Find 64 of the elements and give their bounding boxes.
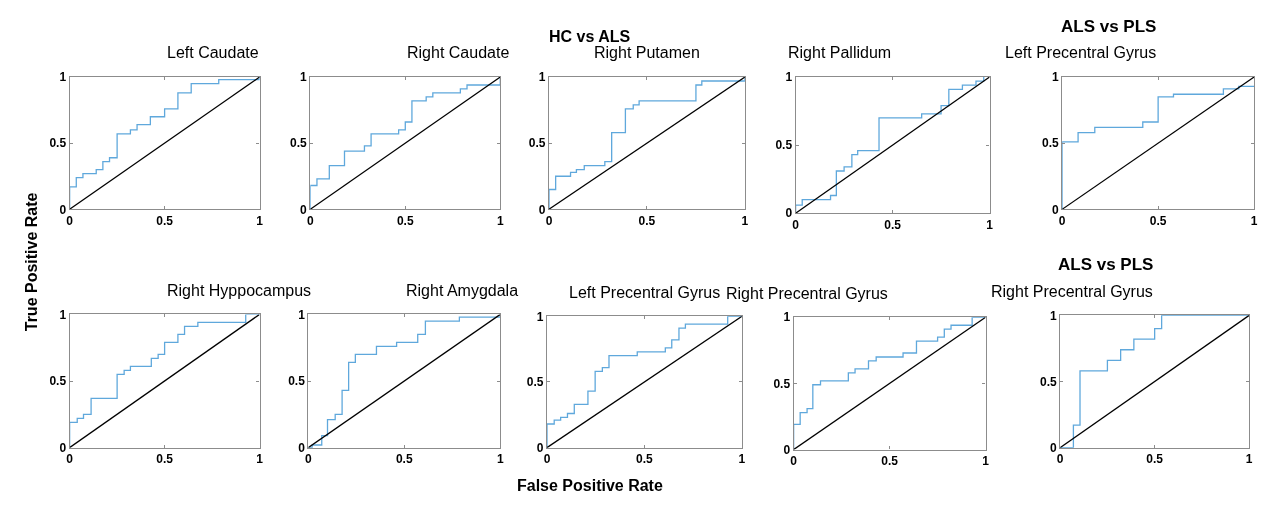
y-tick-label: 0.5 <box>49 374 67 389</box>
y-tick-label: 0 <box>59 202 67 217</box>
chart-title: Left Caudate <box>167 44 259 61</box>
x-tick-label: 1 <box>1250 213 1258 228</box>
chart-title: ALS vs PLS <box>1061 17 1157 36</box>
y-tick-label: 0.5 <box>290 136 308 151</box>
x-tick-label: 0.5 <box>156 213 174 228</box>
x-tick-label: 1 <box>256 213 264 228</box>
x-tick-label: 0.5 <box>881 454 899 469</box>
chart-title: Right Precentral Gyrus <box>726 285 888 302</box>
x-tick-label: 1 <box>738 452 746 467</box>
chart-title: Left Precentral Gyrus <box>569 284 721 301</box>
x-tick-label: 0.5 <box>884 217 902 232</box>
x-tick-label: 0.5 <box>638 213 656 228</box>
y-tick-label: 1 <box>536 309 544 324</box>
y-tick-label: 1 <box>1049 308 1057 323</box>
chart-title: Right Caudate <box>407 44 510 61</box>
x-tick-label: 1 <box>741 213 749 228</box>
text: HC vs ALS <box>549 28 631 45</box>
y-tick-label: 1 <box>1051 70 1059 85</box>
x-tick-label: 1 <box>496 213 504 228</box>
y-tick-label: 1 <box>538 70 546 85</box>
x-tick-label: 0.5 <box>395 452 413 467</box>
chart-title: ALS vs PLS <box>1058 255 1154 274</box>
y-tick-label: 0.5 <box>773 376 791 391</box>
y-tick-label: 1 <box>59 70 67 85</box>
y-tick-label: 1 <box>300 70 308 85</box>
y-tick-label: 0 <box>536 440 544 455</box>
y-tick-label: 1 <box>59 307 67 322</box>
y-tick-label: 1 <box>298 307 306 322</box>
y-tick-label: 0 <box>783 442 791 457</box>
chart-title: Right Pallidum <box>788 44 892 61</box>
x-tick-label: 1 <box>982 454 990 469</box>
y-tick-label: 0 <box>538 202 546 217</box>
y-tick-label: 0 <box>1051 202 1059 217</box>
y-tick-label: 0.5 <box>49 136 67 151</box>
y-tick-label: 0 <box>300 202 308 217</box>
x-tick-label: 1 <box>496 452 504 467</box>
y-tick-label: 0.5 <box>526 375 544 390</box>
y-tick-label: 0.5 <box>1039 374 1057 389</box>
y-tick-label: 0.5 <box>528 136 546 151</box>
y-tick-label: 0 <box>59 440 67 455</box>
chart-title: Right Hyppocampus <box>167 282 312 299</box>
chart-subtitle: Right Precentral Gyrus <box>991 283 1153 300</box>
y-tick-label: 1 <box>785 70 793 85</box>
y-tick-label: 0.5 <box>1041 136 1059 151</box>
x-tick-label: 1 <box>256 452 264 467</box>
x-tick-label: 0.5 <box>156 452 174 467</box>
x-tick-label: 1 <box>986 217 994 232</box>
x-tick-label: 0.5 <box>636 452 654 467</box>
x-tick-label: 0.5 <box>1149 213 1167 228</box>
chart-title: Right Putamen <box>594 44 700 61</box>
y-tick-label: 1 <box>783 310 791 325</box>
text: True Positive Rate <box>22 192 40 332</box>
text: False Positive Rate <box>517 477 663 494</box>
y-tick-label: 0.5 <box>288 374 306 389</box>
y-tick-label: 0 <box>1049 440 1057 455</box>
x-tick-label: 0.5 <box>396 213 414 228</box>
chart-title: Right Amygdala <box>406 282 519 299</box>
x-tick-label: 0.5 <box>1146 452 1164 467</box>
y-tick-label: 0.5 <box>775 138 793 153</box>
y-tick-label: 0 <box>298 440 306 455</box>
chart-subtitle: Left Precentral Gyrus <box>1005 44 1157 61</box>
x-tick-label: 1 <box>1245 452 1253 467</box>
